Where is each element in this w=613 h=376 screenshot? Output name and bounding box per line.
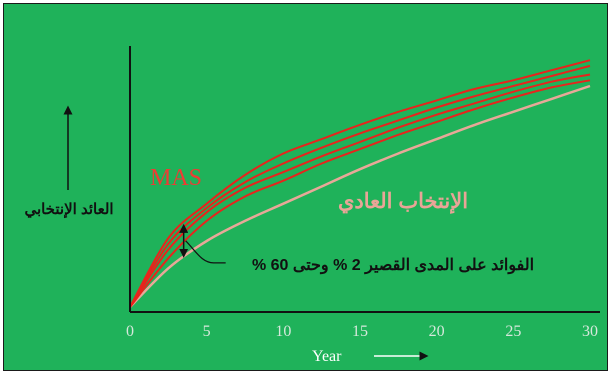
normal-selection-line [129,84,591,308]
x-tick-label: 0 [126,323,134,340]
x-tick-label: 5 [203,323,211,340]
x-axis-label: Year [312,348,342,365]
gap-leader-line [185,240,226,264]
x-tick-label: 15 [352,323,368,340]
x-tick-label: 10 [275,323,291,340]
mas-series-line [129,79,591,308]
x-tick-label: 25 [505,323,521,340]
x-tick-label: 20 [429,323,445,340]
mas-series-line [129,59,591,308]
chart-panel [3,3,608,371]
mas-label: MAS [150,165,202,191]
benefit-label: الفوائد على المدى القصير 2 % وحتى 60 % [252,257,534,275]
y-axis-label: العائد الإنتخابي [24,201,113,219]
mas-series-line [129,64,591,308]
x-tick-label: 30 [582,323,598,340]
normal-selection-label: الإنتخاب العادي [338,190,468,214]
mas-series-line [129,73,591,308]
